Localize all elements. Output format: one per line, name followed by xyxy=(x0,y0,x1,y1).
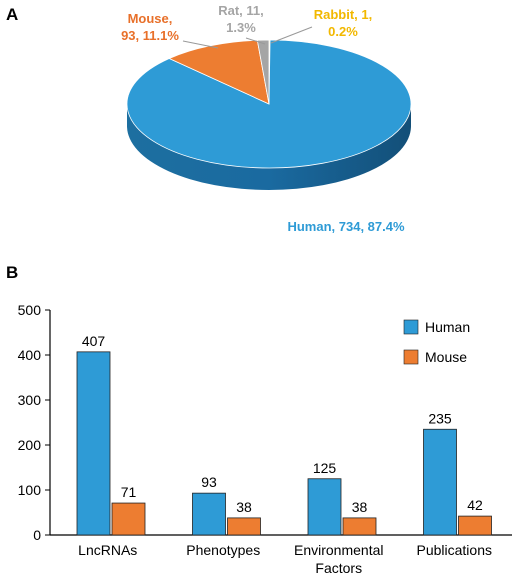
pie-label-human: Human, 734, 87.4% xyxy=(287,219,404,234)
pie-label-rat: Rat, 11, 1.3% xyxy=(218,3,264,35)
data-label: 38 xyxy=(352,499,368,515)
bar-human xyxy=(192,492,226,536)
x-category-label: Publications xyxy=(417,542,493,558)
y-tick-label: 300 xyxy=(18,392,42,408)
data-label: 38 xyxy=(236,499,252,515)
y-tick-label: 100 xyxy=(18,482,42,498)
y-tick-label: 0 xyxy=(33,527,41,543)
bar-chart: 0 100 200 300 400 500 LncRNAs 407 71 Phenotypes 93… xyxy=(18,302,512,576)
bar-human xyxy=(423,428,457,536)
legend-swatch-human xyxy=(403,319,419,335)
bar-human xyxy=(307,478,342,536)
y-tick-label: 200 xyxy=(18,437,42,453)
x-category-label: LncRNAs xyxy=(78,542,137,558)
bar-mouse xyxy=(227,517,261,536)
data-label: 93 xyxy=(201,474,217,490)
x-category-label: Environmental Factors xyxy=(294,542,384,576)
pie-label-rabbit: Rabbit, 1, 0.2% xyxy=(314,7,373,39)
pie-side-wall xyxy=(127,104,411,190)
legend-label-human: Human xyxy=(425,319,470,335)
bar-mouse xyxy=(342,517,377,536)
pie-leader-rat xyxy=(245,37,266,45)
pie-chart xyxy=(126,39,412,190)
legend-label-mouse: Mouse xyxy=(425,349,467,365)
legend-swatch-mouse xyxy=(403,349,419,365)
pie-leader-rabbit xyxy=(270,26,313,44)
pie-leader-mouse xyxy=(182,40,219,49)
bar-human xyxy=(76,351,111,536)
y-tick-label: 400 xyxy=(18,347,42,363)
pie-labels: Mouse, 93, 11.1% Rat, 11, 1.3% Rabbit, 1, 0.2… xyxy=(121,3,405,234)
x-category-label: Phenotypes xyxy=(186,542,260,558)
data-label: 407 xyxy=(82,333,106,349)
y-tick-label: 500 xyxy=(18,302,42,318)
data-label: 235 xyxy=(428,410,452,426)
panel-b-letter: B xyxy=(6,263,18,282)
pie-slice-rat xyxy=(256,39,270,105)
bar-mouse xyxy=(458,515,492,536)
data-label: 71 xyxy=(121,484,137,500)
bar-mouse xyxy=(111,502,146,536)
panel-a-letter: A xyxy=(6,5,18,24)
data-label: 42 xyxy=(467,497,483,513)
pie-label-mouse: Mouse, 93, 11.1% xyxy=(121,11,179,43)
data-label: 125 xyxy=(313,460,337,476)
